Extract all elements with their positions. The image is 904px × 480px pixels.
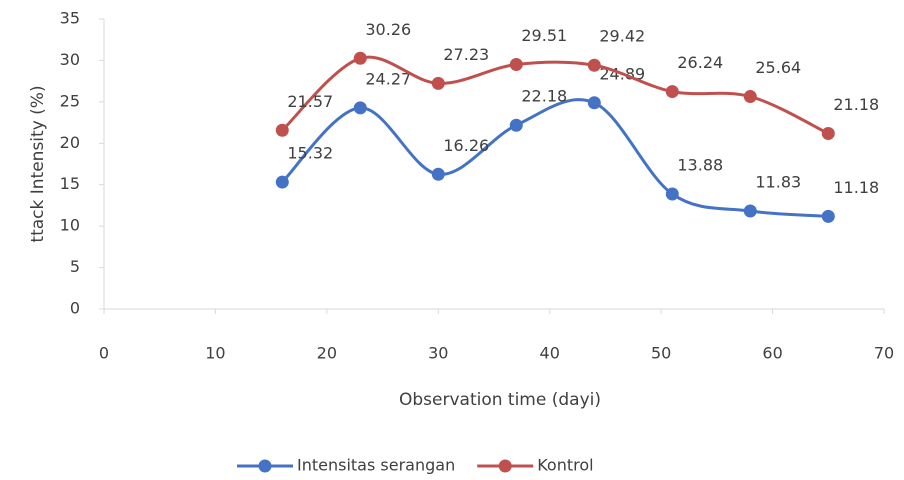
data-point (275, 123, 289, 137)
x-tick-label: 10 (205, 344, 225, 363)
x-tick-label: 20 (317, 344, 337, 363)
data-point (665, 187, 679, 201)
legend-marker (498, 459, 512, 473)
data-label: 16.26 (443, 136, 489, 155)
legend-label: Kontrol (537, 456, 593, 475)
data-label: 15.32 (287, 144, 333, 163)
data-point (821, 209, 835, 223)
legend-marker (258, 459, 272, 473)
series-line (281, 98, 829, 218)
data-point (431, 167, 445, 181)
y-tick-label: 25 (60, 91, 80, 110)
data-label: 25.64 (755, 58, 801, 77)
data-label: 30.26 (365, 20, 411, 39)
y-tick-label: 10 (60, 216, 80, 235)
y-tick-label: 0 (70, 299, 80, 318)
data-label: 26.24 (677, 53, 723, 72)
x-tick-label: 0 (99, 344, 109, 363)
x-axis-label: Observation time (dayi) (399, 390, 601, 410)
data-point (353, 51, 367, 65)
data-point (743, 90, 757, 104)
data-point (665, 85, 679, 99)
data-label: 11.18 (833, 178, 879, 197)
data-label: 29.42 (599, 27, 645, 46)
y-tick-label: 30 (60, 50, 80, 69)
data-point (353, 101, 367, 115)
y-tick-label: 20 (60, 133, 80, 152)
data-point (509, 118, 523, 132)
data-point (587, 96, 601, 110)
legend-label: Intensitas serangan (297, 456, 455, 475)
y-tick-label: 5 (70, 257, 80, 276)
x-tick-label: 60 (762, 344, 782, 363)
data-label: 13.88 (677, 155, 723, 174)
x-tick-label: 50 (651, 344, 671, 363)
data-label: 21.18 (833, 95, 879, 114)
y-tick-label: 15 (60, 174, 80, 193)
data-point (821, 127, 835, 141)
y-axis-label: ttack Intensity (%) (28, 85, 48, 242)
data-label: 21.57 (287, 92, 333, 111)
x-tick-label: 40 (540, 344, 560, 363)
data-label: 22.18 (521, 87, 567, 106)
data-point (587, 58, 601, 72)
data-label: 29.51 (521, 26, 567, 45)
data-point (509, 57, 523, 71)
data-label: 11.83 (755, 172, 801, 191)
y-tick-label: 35 (60, 9, 80, 28)
x-tick-label: 30 (428, 344, 448, 363)
data-point (743, 204, 757, 218)
data-label: 27.23 (443, 45, 489, 64)
data-point (275, 175, 289, 189)
x-tick-label: 70 (874, 344, 894, 363)
data-label: 24.27 (365, 69, 411, 88)
data-point (431, 76, 445, 90)
